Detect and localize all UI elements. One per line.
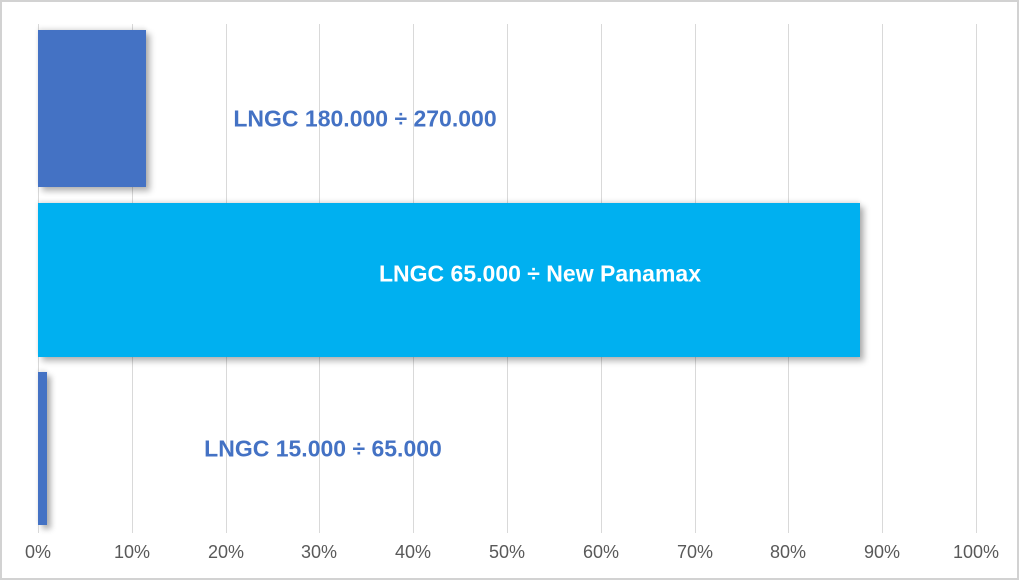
x-axis-tick-label: 0% <box>24 542 52 562</box>
axis-tick <box>695 525 696 533</box>
x-axis-tick-label: 30% <box>300 542 338 562</box>
axis-tick <box>38 525 39 533</box>
axis-tick <box>976 525 977 533</box>
x-axis-tick-label: 80% <box>769 542 807 562</box>
plot-area <box>38 24 977 525</box>
axis-tick <box>226 525 227 533</box>
axis-tick <box>507 525 508 533</box>
x-axis-tick-label: 70% <box>676 542 714 562</box>
x-axis-tick-label: 10% <box>113 542 151 562</box>
bar-lngc-15-000-65-000 <box>38 372 47 525</box>
axis-tick <box>132 525 133 533</box>
bar-label: LNGC 15.000 ÷ 65.000 <box>204 435 442 462</box>
x-axis-tick-label: 40% <box>394 542 432 562</box>
axis-tick <box>788 525 789 533</box>
axis-tick <box>601 525 602 533</box>
bar-label: LNGC 65.000 ÷ New Panamax <box>379 260 701 287</box>
x-axis-tick-label: 50% <box>488 542 526 562</box>
axis-tick <box>319 525 320 533</box>
axis-tick <box>882 525 883 533</box>
x-axis-tick-label: 90% <box>863 542 901 562</box>
bar-label: LNGC 180.000 ÷ 270.000 <box>233 105 497 132</box>
gridline <box>976 24 977 525</box>
axis-tick <box>413 525 414 533</box>
bar-lngc-180-000-270-000 <box>38 30 146 187</box>
bar-lngc-65-000-new-panamax <box>38 203 860 357</box>
x-axis-tick-label: 100% <box>952 542 1000 562</box>
x-axis-tick-label: 60% <box>582 542 620 562</box>
x-axis-tick-label: 20% <box>207 542 245 562</box>
gridline <box>882 24 883 525</box>
